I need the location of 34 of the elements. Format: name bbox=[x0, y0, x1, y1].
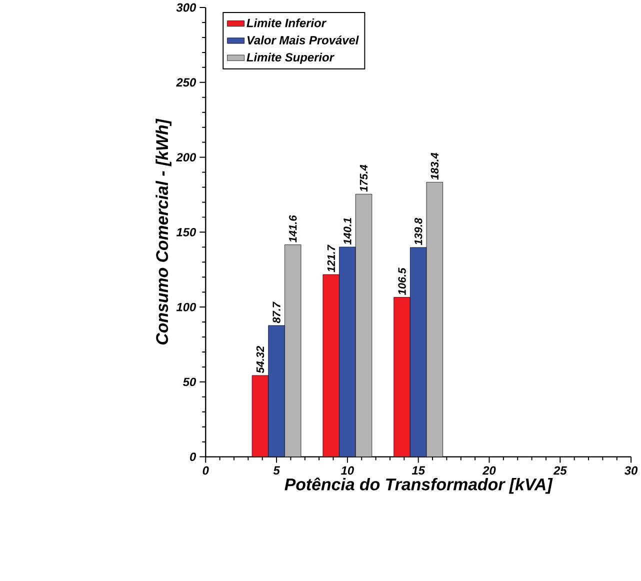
data-label: 54.32 bbox=[256, 346, 264, 374]
y-tick-label: 100 bbox=[176, 302, 196, 312]
data-label: 121.7 bbox=[327, 244, 335, 272]
data-label: 175.4 bbox=[360, 164, 368, 192]
bar bbox=[252, 375, 269, 457]
legend-label: Limite Inferior bbox=[246, 18, 327, 28]
y-tick-label: 50 bbox=[182, 378, 196, 386]
x-tick-label: 5 bbox=[273, 466, 280, 475]
data-label: 183.4 bbox=[430, 152, 439, 180]
x-tick-label: 25 bbox=[553, 466, 567, 475]
x-tick-label: 10 bbox=[340, 466, 354, 475]
bar bbox=[355, 194, 372, 457]
data-label: 106.5 bbox=[398, 268, 406, 295]
y-axis-title: Consumo Comercial - [kWh] bbox=[156, 118, 172, 344]
data-label: 140.1 bbox=[344, 218, 352, 245]
y-tick-label: 250 bbox=[176, 78, 196, 87]
data-label: 87.7 bbox=[272, 302, 280, 324]
data-label: 141.6 bbox=[288, 215, 297, 242]
y-tick-label: 300 bbox=[176, 3, 196, 12]
x-tick-label: 15 bbox=[412, 466, 426, 475]
x-tick-label: 20 bbox=[482, 466, 496, 475]
x-tick-label: 30 bbox=[624, 466, 638, 475]
bar bbox=[284, 244, 302, 457]
bar bbox=[322, 274, 340, 457]
bar bbox=[394, 297, 410, 457]
y-tick-label: 0 bbox=[190, 452, 196, 461]
y-tick-label: 150 bbox=[176, 228, 196, 236]
bar bbox=[426, 182, 444, 457]
data-label: 139.8 bbox=[414, 218, 422, 246]
y-tick-label: 200 bbox=[176, 153, 196, 162]
x-tick-label: 0 bbox=[202, 466, 209, 475]
legend-label: Limite Superior bbox=[246, 52, 334, 64]
x-axis-title: Potência do Transformador [kVA] bbox=[284, 478, 553, 494]
legend-label: Valor Mais Provável bbox=[247, 36, 359, 44]
